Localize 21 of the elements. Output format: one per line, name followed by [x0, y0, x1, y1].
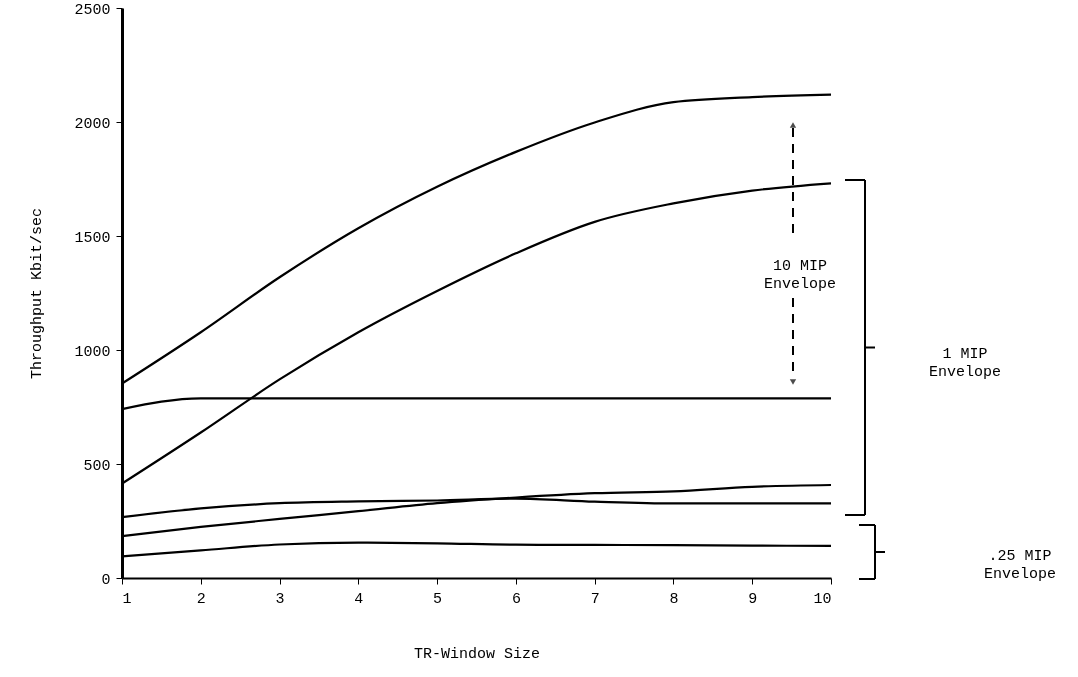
y-tick-label: 0: [101, 571, 111, 589]
y-tick-label: 2500: [74, 1, 111, 19]
y-tick-label: 1500: [74, 229, 111, 247]
text: 1 MIP Envelope: [928, 346, 1002, 381]
x-tick-label: 7: [590, 590, 600, 608]
x-tick-label: 5: [433, 590, 443, 608]
x-tick-label: 2: [196, 590, 206, 608]
x-tick-label: 4: [354, 590, 364, 608]
x-tick-label: 8: [669, 590, 679, 608]
text: .25 MIP Envelope: [983, 548, 1057, 583]
annotation: 10 MIP Envelope: [763, 258, 837, 293]
y-tick-label: 500: [83, 457, 111, 475]
y-tick-label: 2000: [74, 115, 111, 133]
x-tick-label: 10: [813, 590, 832, 608]
x-tick-label: 6: [511, 590, 521, 608]
x-axis-title: TR-Window Size: [413, 645, 541, 663]
x-tick-label: 9: [748, 590, 758, 608]
y-tick-label: 1000: [74, 343, 111, 361]
y-axis-title: Throughput Kbit/sec: [29, 207, 47, 380]
x-tick-label: 1: [122, 590, 132, 608]
x-tick-label: 3: [275, 590, 285, 608]
